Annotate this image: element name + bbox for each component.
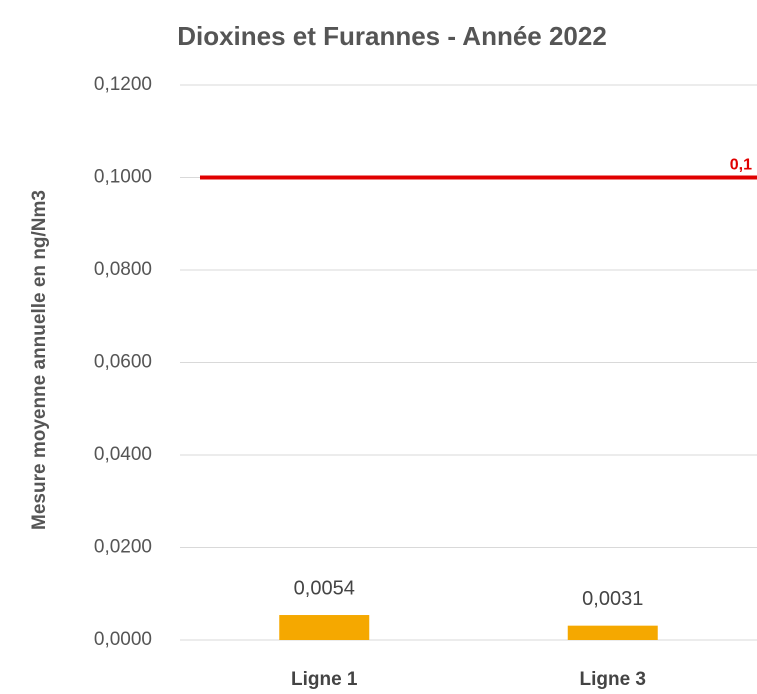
- x-tick-label: Ligne 1: [291, 669, 358, 690]
- y-tick-label: 0,1000: [94, 167, 152, 188]
- y-tick-label: 0,1200: [94, 74, 152, 95]
- chart-title: Dioxines et Furannes - Année 2022: [177, 21, 607, 51]
- data-label: 0,0031: [582, 588, 643, 610]
- y-tick-label: 0,0800: [94, 259, 152, 280]
- bar: [567, 625, 658, 640]
- y-tick-label: 0,0000: [94, 629, 152, 650]
- y-tick-label: 0,0600: [94, 352, 152, 373]
- data-label: 0,0054: [294, 577, 355, 599]
- y-axis-label: Mesure moyenne annuelle en ng/Nm3: [29, 190, 50, 530]
- x-tick-label: Ligne 3: [579, 669, 646, 690]
- bar: [279, 615, 370, 640]
- y-tick-label: 0,0400: [94, 444, 152, 465]
- y-tick-label: 0,0200: [94, 537, 152, 558]
- threshold-label: 0,1: [730, 157, 752, 174]
